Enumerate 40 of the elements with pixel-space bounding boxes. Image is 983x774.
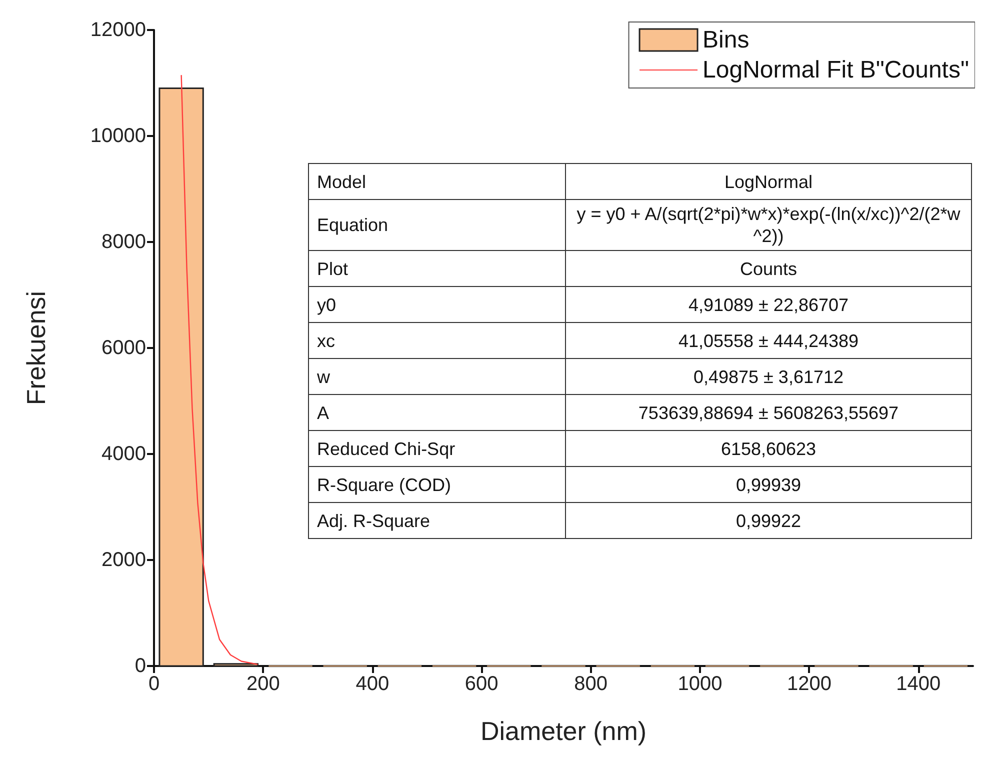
y-tick-label: 8000 — [102, 231, 146, 253]
annotation: y = y0 + A/(sqrt(2*pi)*w*x)*exp(-(ln(x/xc))^2/(2*w^2)) — [566, 200, 972, 250]
annotation: Equation — [308, 200, 566, 250]
annotation: 6158,60623 — [566, 430, 972, 466]
annotation: w — [308, 358, 566, 394]
x-tick-label: 0 — [148, 673, 160, 695]
y-tick-label: 0 — [134, 655, 146, 677]
y-tick-label: 4000 — [102, 443, 146, 465]
legend-label: Bins — [702, 26, 750, 54]
annotation: Plot — [308, 250, 566, 286]
annotation: A — [308, 394, 566, 430]
x-tick-label: 1000 — [678, 673, 722, 695]
annotation: 41,05558 ± 444,24389 — [566, 322, 972, 358]
x-tick-label: 200 — [246, 673, 280, 695]
y-tick-label: 2000 — [102, 549, 146, 571]
y-tick-label: 12000 — [90, 19, 146, 41]
legend-label: LogNormal Fit B"Counts" — [702, 56, 970, 84]
annotation: 4,91089 ± 22,86707 — [566, 286, 972, 322]
x-tick-label: 1200 — [786, 673, 832, 695]
x-tick-label: 800 — [574, 673, 608, 695]
annotation: 0,99939 — [566, 466, 972, 502]
x-axis-title: Diameter (nm) — [480, 716, 647, 746]
annotation: 0,49875 ± 3,61712 — [566, 358, 972, 394]
annotation: y0 — [308, 286, 566, 322]
line-series — [180, 74, 258, 666]
x-tick-label: 600 — [464, 673, 498, 695]
y-tick-label: 6000 — [102, 337, 146, 359]
annotation: R-Square (COD) — [308, 466, 566, 502]
annotation: xc — [308, 322, 566, 358]
annotation: Reduced Chi-Sqr — [308, 430, 566, 466]
annotation: Adj. R-Square — [308, 502, 566, 538]
annotation: Model — [308, 164, 566, 200]
annotation: 0,99922 — [566, 502, 972, 538]
x-tick-label: 400 — [356, 673, 390, 695]
annotation: Counts — [566, 250, 972, 286]
y-tick-label: 10000 — [90, 125, 146, 147]
annotation: LogNormal — [566, 164, 972, 200]
x-tick-label: 1400 — [896, 673, 941, 695]
annotation: 753639,88694 ± 5608263,55697 — [566, 394, 972, 430]
y-axis-title: Frekuensi — [21, 290, 51, 406]
